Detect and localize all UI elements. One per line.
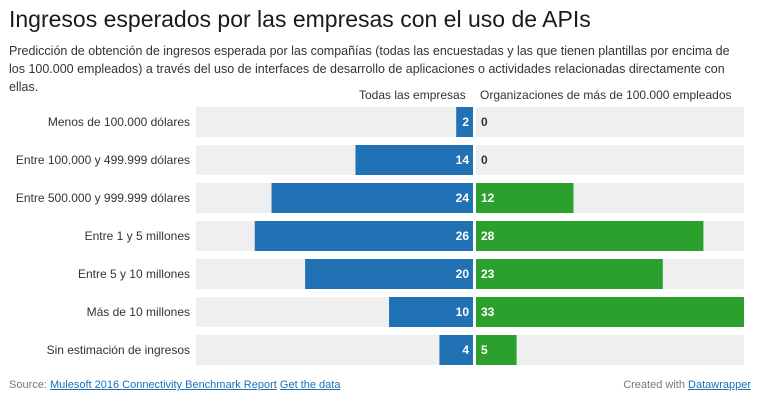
category-label: Entre 5 y 10 millones — [78, 267, 190, 281]
right-value-label: 0 — [481, 115, 488, 129]
category-label: Más de 10 millones — [87, 305, 190, 319]
right-track — [476, 335, 744, 365]
category-label: Entre 100.000 y 499.999 dólares — [16, 153, 190, 167]
chart-title: Ingresos esperados por las empresas con … — [9, 6, 591, 32]
chart-subtitle: Predicción de obtención de ingresos espe… — [9, 44, 730, 94]
left-bar — [305, 259, 473, 289]
right-series-header: Organizaciones de más de 100.000 emplead… — [480, 88, 732, 102]
left-value-label: 2 — [462, 115, 469, 129]
left-value-label: 20 — [456, 267, 470, 281]
left-track — [196, 107, 473, 137]
right-bar — [476, 297, 744, 327]
right-track — [476, 107, 744, 137]
left-value-label: 26 — [456, 229, 470, 243]
left-track — [196, 335, 473, 365]
right-value-label: 12 — [481, 191, 495, 205]
get-data-link[interactable]: Get the data — [279, 379, 341, 391]
datawrapper-link[interactable]: Datawrapper — [688, 379, 751, 391]
right-bar — [476, 183, 574, 213]
credit-label: Created with — [623, 379, 685, 391]
right-bar — [476, 335, 517, 365]
credit-footer: Created with Datawrapper — [623, 379, 751, 391]
right-value-label: 23 — [481, 267, 495, 281]
right-bar — [476, 259, 663, 289]
left-value-label: 4 — [462, 343, 469, 357]
source-label: Source: — [9, 379, 47, 391]
right-value-label: 33 — [481, 305, 495, 319]
left-value-label: 24 — [456, 191, 470, 205]
left-bar — [439, 335, 473, 365]
left-bar — [355, 145, 473, 175]
category-label: Sin estimación de ingresos — [47, 343, 190, 357]
right-value-label: 5 — [481, 343, 488, 357]
right-track — [476, 145, 744, 175]
left-series-header: Todas las empresas — [359, 88, 466, 102]
left-bar — [389, 297, 473, 327]
left-bar — [456, 107, 473, 137]
right-value-label: 28 — [481, 229, 495, 243]
left-value-label: 14 — [456, 153, 470, 167]
right-bar — [476, 221, 704, 251]
right-value-label: 0 — [481, 153, 488, 167]
left-value-label: 10 — [456, 305, 470, 319]
category-label: Menos de 100.000 dólares — [48, 115, 190, 129]
category-label: Entre 1 y 5 millones — [85, 229, 190, 243]
left-bar — [254, 221, 473, 251]
source-footer: Source: Mulesoft 2016 Connectivity Bench… — [9, 379, 340, 391]
left-bar — [271, 183, 473, 213]
category-label: Entre 500.000 y 999.999 dólares — [16, 191, 190, 205]
source-link[interactable]: Mulesoft 2016 Connectivity Benchmark Rep… — [49, 379, 277, 391]
